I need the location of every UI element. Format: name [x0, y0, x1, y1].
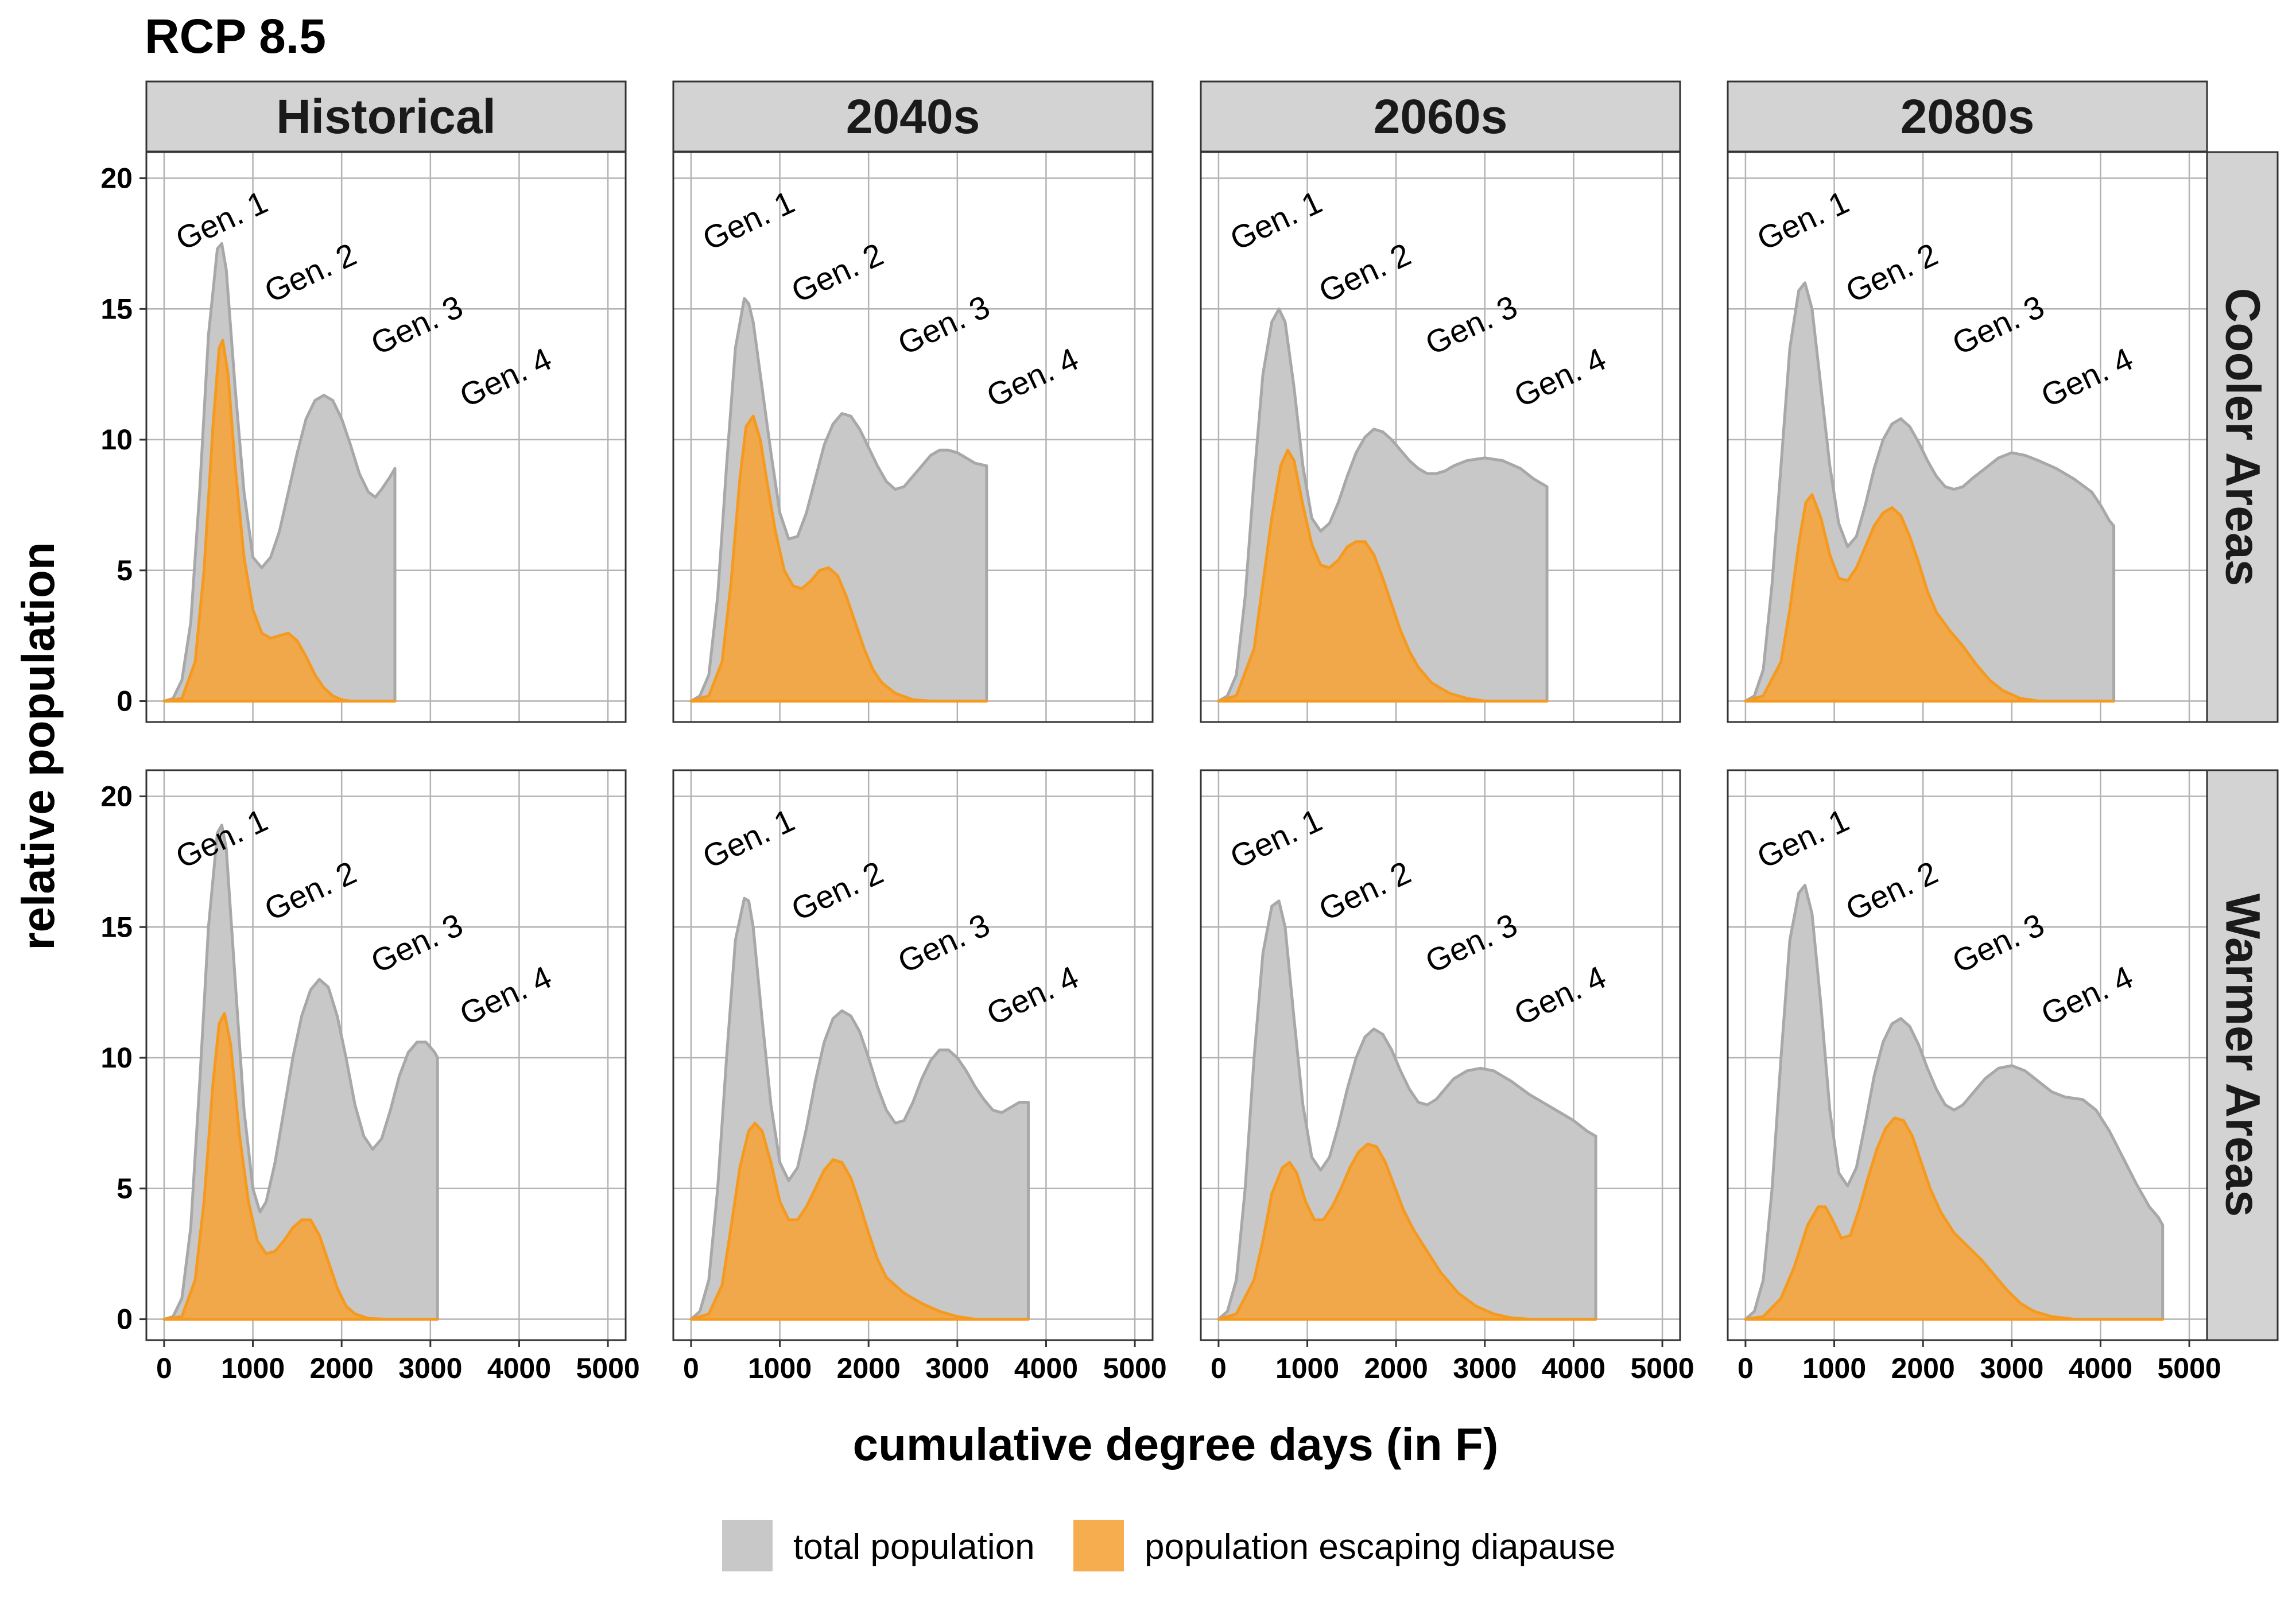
facet-strip-1	[672, 80, 1154, 153]
y-tick-label: 20	[100, 162, 133, 195]
x-tick-label: 5000	[1630, 1352, 1694, 1384]
x-axis-title: cumulative degree days (in F)	[853, 1419, 1499, 1470]
x-tick-label: 1000	[748, 1352, 812, 1384]
diapause-population-area	[689, 1121, 1030, 1321]
facet-strip-3	[1727, 80, 2208, 153]
panel-border	[1727, 151, 2208, 723]
y-tick-label: 5	[117, 1173, 133, 1205]
row-strip-1	[2206, 769, 2279, 1341]
x-tick-label: 2000	[837, 1352, 901, 1384]
diapause-population-area	[689, 414, 988, 703]
y-tick-label: 0	[117, 1303, 133, 1336]
panel-border	[1200, 769, 1681, 1341]
panel-border	[672, 769, 1154, 1341]
facet-label-3: 2080s	[1901, 90, 2035, 143]
x-tick-label: 3000	[398, 1352, 462, 1384]
x-tick-label: 5000	[2157, 1352, 2221, 1384]
y-tick-label: 20	[100, 781, 133, 813]
x-tick-label: 0	[1737, 1352, 1754, 1384]
y-tick-label: 0	[117, 685, 133, 717]
x-tick-label: 4000	[1014, 1352, 1078, 1384]
x-tick-label: 1000	[1802, 1352, 1866, 1384]
legend: total population population escaping dia…	[722, 1520, 1615, 1571]
x-tick-label: 1000	[1275, 1352, 1339, 1384]
diapause-population-area	[162, 1012, 439, 1321]
x-tick-label: 0	[683, 1352, 699, 1384]
x-tick-label: 3000	[925, 1352, 989, 1384]
panel-border	[1727, 769, 2208, 1341]
row-label-1: Warmer Areas	[2216, 894, 2270, 1217]
facet-strip-0	[145, 80, 627, 153]
diapause-population-area	[162, 339, 397, 703]
x-tick-label: 5000	[576, 1352, 639, 1384]
diapause-population-area	[1744, 493, 2116, 703]
y-tick-label: 15	[100, 293, 133, 325]
legend-key-total	[722, 1520, 773, 1571]
y-tick-label: 10	[100, 424, 133, 456]
x-tick-label: 0	[156, 1352, 172, 1384]
y-tick-label: 10	[100, 1042, 133, 1074]
legend-label-total: total population	[793, 1527, 1035, 1567]
x-tick-label: 2000	[1364, 1352, 1428, 1384]
facet-label-1: 2040s	[846, 90, 980, 143]
x-tick-label: 3000	[1453, 1352, 1517, 1384]
panel-border	[1200, 151, 1681, 723]
facet-strip-2	[1200, 80, 1681, 153]
x-tick-label: 4000	[2069, 1352, 2132, 1384]
legend-label-diapause: population escaping diapause	[1145, 1527, 1615, 1567]
x-tick-label: 5000	[1103, 1352, 1166, 1384]
diapause-population-area	[1217, 448, 1549, 703]
x-tick-label: 4000	[487, 1352, 551, 1384]
panels-layer: Historical 2040s 2060s 2080s Cooler Areas War…	[100, 80, 2279, 1384]
row-label-0: Cooler Areas	[2216, 288, 2270, 587]
x-tick-label: 2000	[1891, 1352, 1955, 1384]
diapause-population-area	[1744, 1116, 2165, 1321]
row-strip-0	[2206, 151, 2279, 723]
panel-border	[145, 769, 627, 1341]
x-tick-label: 2000	[310, 1352, 374, 1384]
y-axis-title: relative population	[13, 542, 64, 950]
chart-title: RCP 8.5	[145, 9, 326, 63]
facet-label-2: 2060s	[1374, 90, 1508, 143]
panel-border	[672, 151, 1154, 723]
legend-key-diapause	[1073, 1520, 1124, 1571]
facet-label-0: Historical	[276, 90, 496, 143]
y-tick-label: 15	[100, 911, 133, 943]
diapause-population-area	[1217, 1142, 1597, 1321]
panel-border	[145, 151, 627, 723]
x-tick-label: 3000	[1980, 1352, 2043, 1384]
y-tick-label: 5	[117, 554, 133, 587]
x-tick-label: 4000	[1542, 1352, 1605, 1384]
x-tick-label: 1000	[221, 1352, 285, 1384]
x-tick-label: 0	[1211, 1352, 1227, 1384]
total-population-area	[1744, 883, 2165, 1321]
